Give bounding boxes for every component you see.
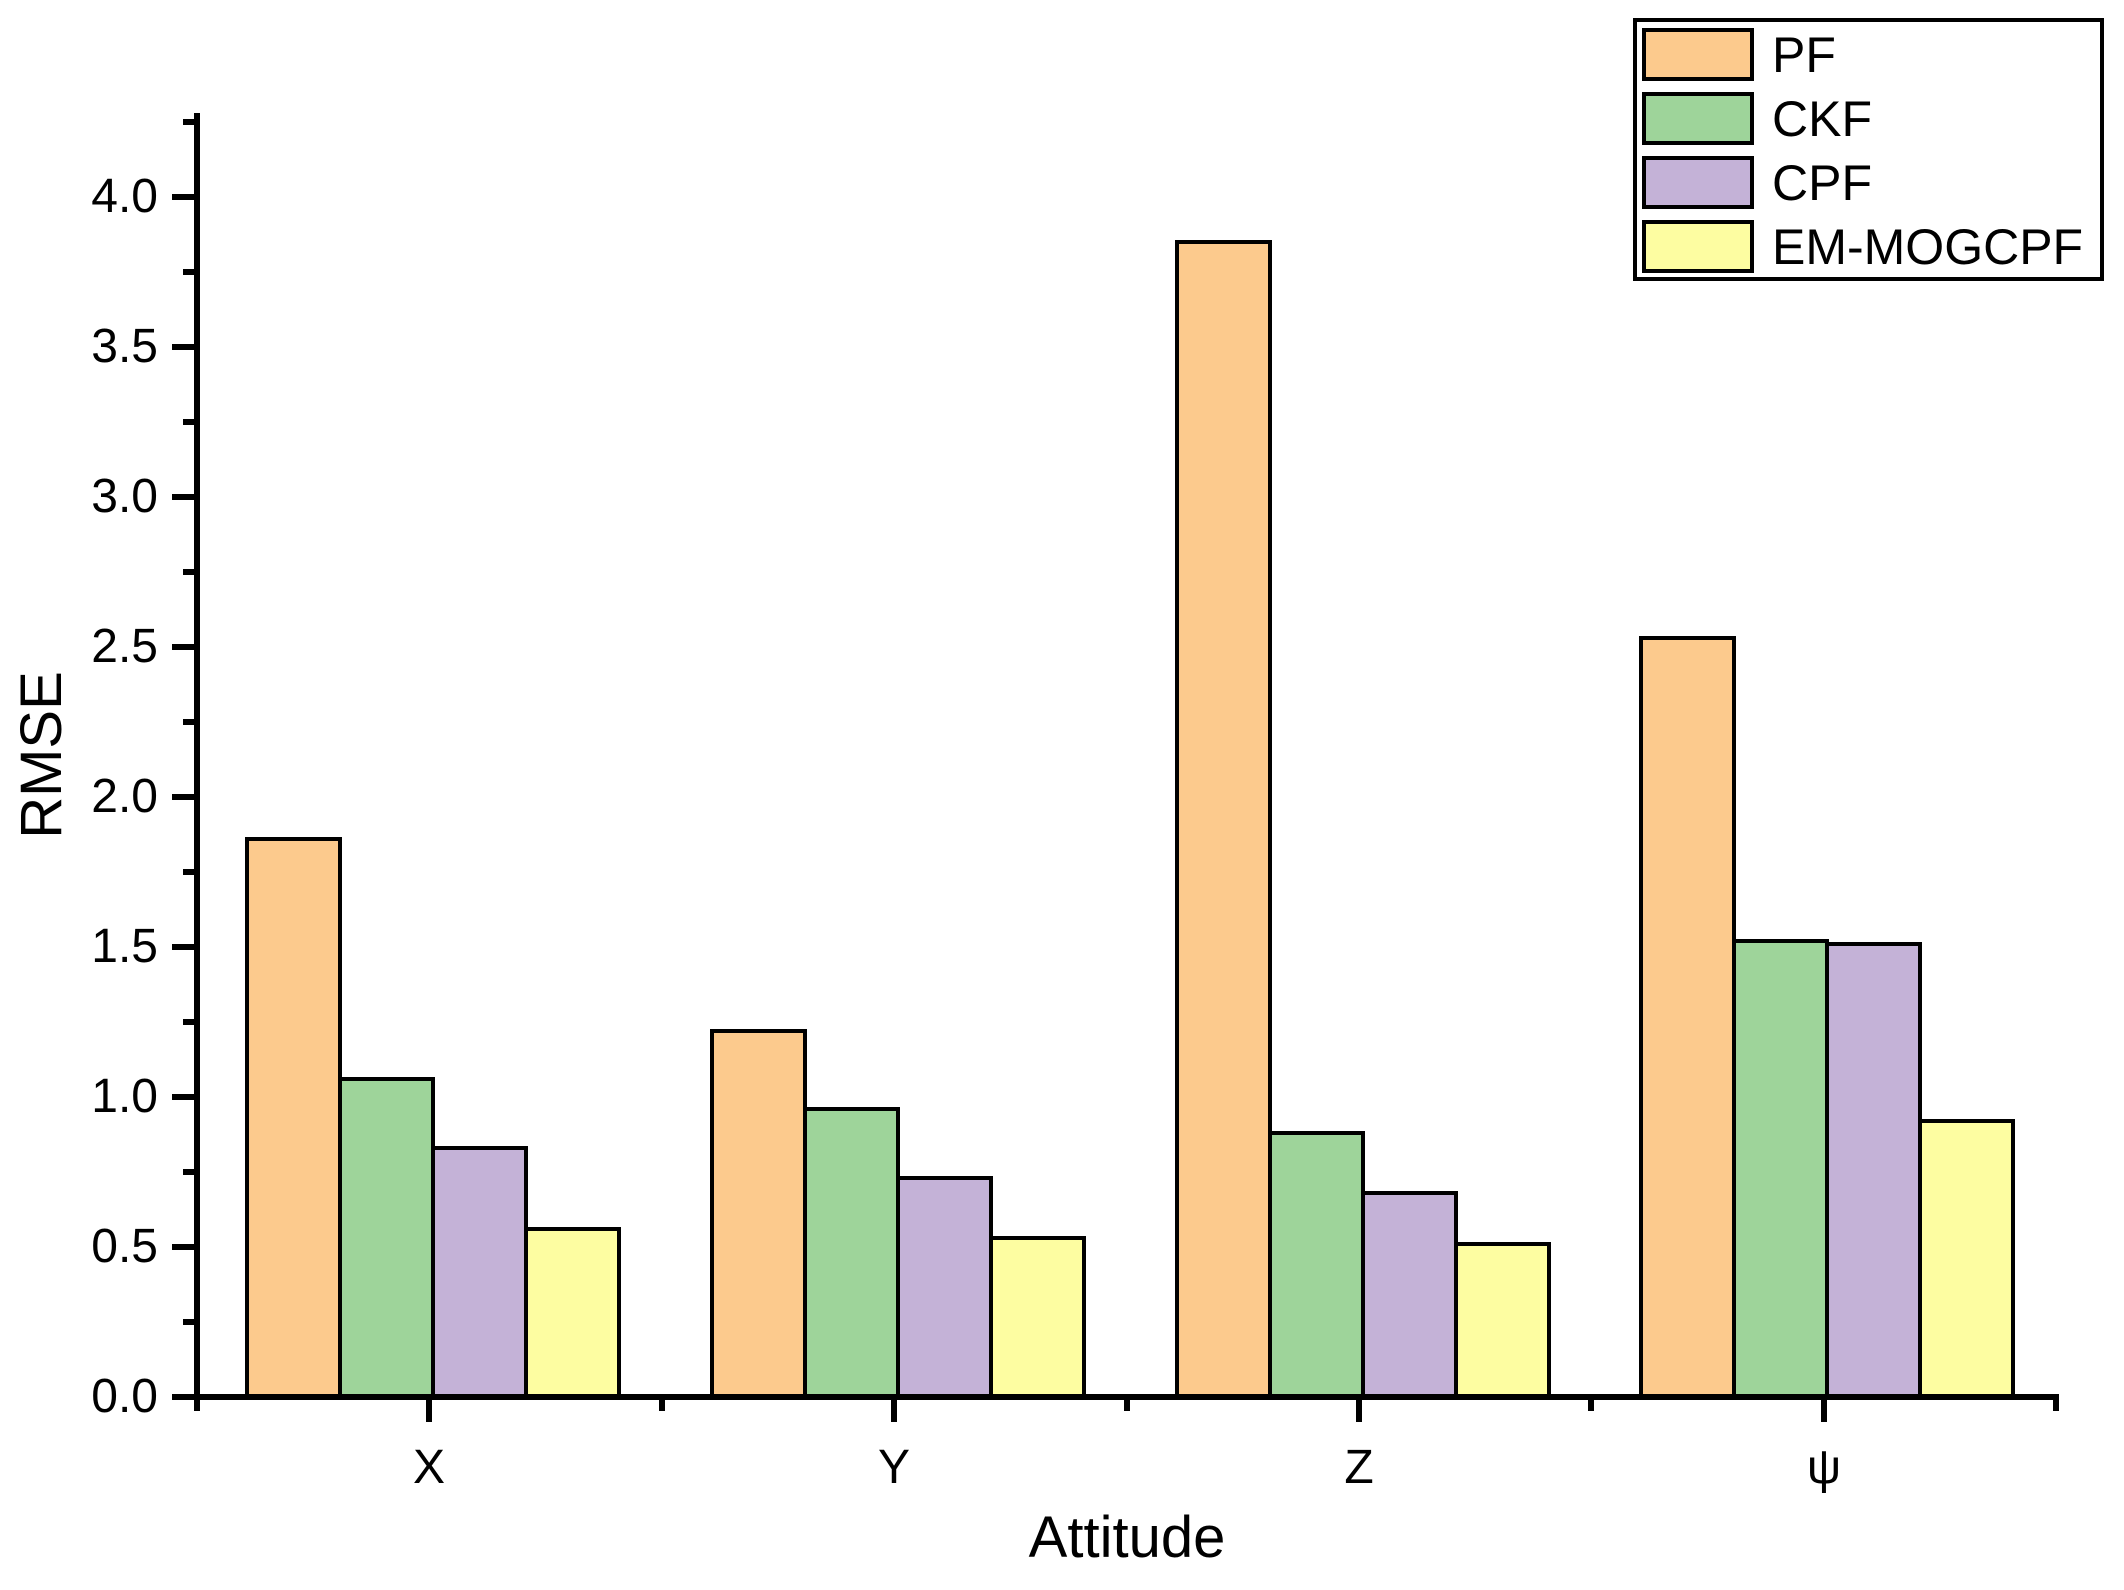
bar-EM-MOGCPF-ψ <box>1918 1119 2015 1398</box>
x-major-tick <box>891 1400 897 1422</box>
x-major-tick <box>1821 1400 1827 1422</box>
legend-item-CKF: CKF <box>1637 90 2100 147</box>
y-minor-tick <box>183 1169 194 1175</box>
y-tick-label-3.0: 3.0 <box>91 470 158 523</box>
x-tick-label-Y: Y <box>877 1441 910 1494</box>
y-axis-title: RMSE <box>9 671 74 839</box>
bar-CPF-X <box>431 1146 528 1398</box>
x-minor-tick <box>1588 1400 1594 1411</box>
y-minor-tick <box>183 719 194 725</box>
x-tick-label-ψ: ψ <box>1806 1441 1842 1494</box>
legend-label-PF: PF <box>1772 26 1836 83</box>
legend-item-CPF: CPF <box>1637 154 2100 211</box>
bar-PF-X <box>245 837 342 1398</box>
bar-CPF-Z <box>1361 1191 1458 1398</box>
x-major-tick <box>1356 1400 1362 1422</box>
y-major-tick <box>172 1094 194 1100</box>
y-minor-tick <box>183 269 194 275</box>
y-major-tick <box>172 194 194 200</box>
y-minor-tick <box>183 569 194 575</box>
legend-box: PF CKF CPF EM-MOGCPF <box>1633 18 2104 281</box>
y-major-tick <box>172 344 194 350</box>
bar-PF-Y <box>710 1029 807 1398</box>
legend-swatch-PF <box>1642 28 1754 81</box>
x-major-tick <box>426 1400 432 1422</box>
y-tick-label-2.5: 2.5 <box>91 620 158 673</box>
y-major-tick <box>172 1244 194 1250</box>
bar-CKF-Z <box>1268 1131 1365 1398</box>
x-minor-tick <box>1124 1400 1130 1411</box>
bar-EM-MOGCPF-Z <box>1454 1242 1551 1398</box>
y-tick-label-0.0: 0.0 <box>91 1370 158 1423</box>
bar-CKF-Y <box>803 1107 900 1398</box>
legend-swatch-EM-MOGCPF <box>1642 220 1754 273</box>
y-tick-label-0.5: 0.5 <box>91 1220 158 1273</box>
y-major-tick <box>172 1394 194 1400</box>
y-minor-tick <box>183 1319 194 1325</box>
y-major-tick <box>172 494 194 500</box>
y-minor-tick <box>183 419 194 425</box>
bar-EM-MOGCPF-Y <box>989 1236 1086 1398</box>
y-tick-label-4.0: 4.0 <box>91 170 158 223</box>
bar-CKF-X <box>338 1077 435 1398</box>
legend-swatch-CPF <box>1642 156 1754 209</box>
x-minor-tick <box>659 1400 665 1411</box>
bar-CPF-ψ <box>1825 942 1922 1398</box>
bar-PF-Z <box>1175 240 1272 1398</box>
legend-label-CKF: CKF <box>1772 90 1872 147</box>
x-axis-line <box>194 1394 2059 1400</box>
y-tick-label-1.5: 1.5 <box>91 920 158 973</box>
bar-EM-MOGCPF-X <box>524 1227 621 1398</box>
y-major-tick <box>172 944 194 950</box>
y-major-tick <box>172 794 194 800</box>
bar-CKF-ψ <box>1732 939 1829 1398</box>
legend-swatch-CKF <box>1642 92 1754 145</box>
x-tick-label-Z: Z <box>1344 1441 1374 1494</box>
y-tick-label-1.0: 1.0 <box>91 1070 158 1123</box>
y-major-tick <box>172 644 194 650</box>
y-minor-tick <box>183 119 194 125</box>
y-axis-line <box>194 113 200 1411</box>
y-minor-tick <box>183 1019 194 1025</box>
x-minor-tick <box>2053 1400 2059 1411</box>
y-minor-tick <box>183 869 194 875</box>
legend-label-CPF: CPF <box>1772 154 1872 211</box>
bar-CPF-Y <box>896 1176 993 1398</box>
x-tick-label-X: X <box>412 1441 445 1494</box>
legend-item-EM-MOGCPF: EM-MOGCPF <box>1637 218 2100 275</box>
legend-label-EM-MOGCPF: EM-MOGCPF <box>1772 218 2084 275</box>
y-tick-label-3.5: 3.5 <box>91 320 158 373</box>
bar-PF-ψ <box>1639 636 1736 1398</box>
legend-item-PF: PF <box>1637 26 2100 83</box>
x-axis-title: Attitude <box>1028 1505 1226 1570</box>
y-tick-label-2.0: 2.0 <box>91 770 158 823</box>
